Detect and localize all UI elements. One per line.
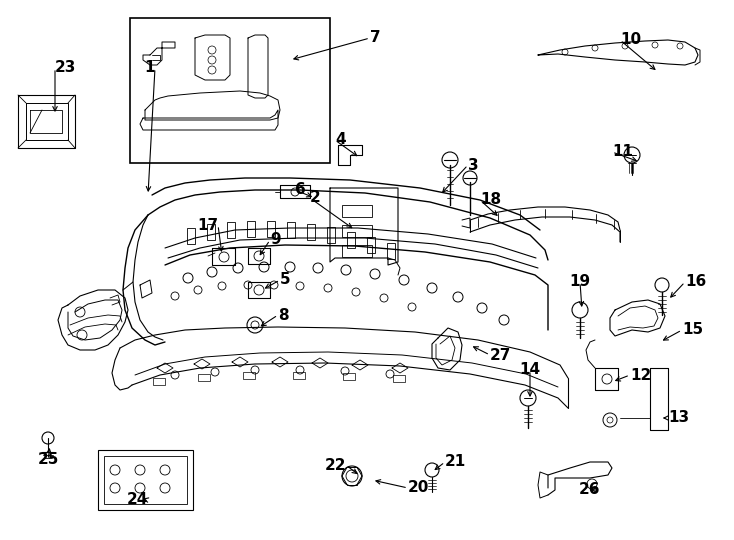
Text: 26: 26 bbox=[578, 483, 600, 497]
Text: 4: 4 bbox=[335, 132, 346, 147]
Bar bbox=[342, 205, 372, 217]
Bar bbox=[198, 374, 210, 381]
Text: 17: 17 bbox=[197, 218, 218, 233]
Bar bbox=[287, 222, 295, 238]
Bar bbox=[130, 18, 330, 163]
Bar bbox=[153, 378, 165, 385]
Text: 23: 23 bbox=[55, 60, 76, 76]
Text: 1: 1 bbox=[145, 60, 155, 76]
Bar bbox=[343, 373, 355, 380]
Bar bbox=[327, 227, 335, 243]
Bar bbox=[98, 450, 193, 510]
Bar bbox=[342, 225, 372, 237]
Bar bbox=[243, 372, 255, 379]
Text: 2: 2 bbox=[310, 191, 321, 206]
Bar bbox=[247, 221, 255, 237]
Text: 7: 7 bbox=[370, 30, 381, 45]
Bar bbox=[104, 456, 187, 504]
Text: 11: 11 bbox=[612, 145, 633, 159]
Text: 12: 12 bbox=[630, 368, 651, 382]
Text: 21: 21 bbox=[445, 455, 466, 469]
Text: 3: 3 bbox=[468, 158, 479, 172]
Text: 15: 15 bbox=[682, 322, 703, 338]
Bar bbox=[387, 243, 395, 259]
Text: 16: 16 bbox=[685, 274, 706, 289]
Bar bbox=[227, 222, 235, 238]
Text: 24: 24 bbox=[127, 492, 148, 508]
Bar bbox=[307, 224, 315, 240]
Bar bbox=[367, 237, 375, 253]
Text: 10: 10 bbox=[620, 32, 641, 48]
Bar bbox=[293, 372, 305, 379]
Text: 18: 18 bbox=[480, 192, 501, 207]
Text: 5: 5 bbox=[280, 273, 291, 287]
Text: 13: 13 bbox=[668, 410, 689, 426]
Text: 9: 9 bbox=[270, 233, 280, 247]
Bar bbox=[342, 245, 372, 257]
Text: 22: 22 bbox=[324, 457, 346, 472]
Bar bbox=[267, 221, 275, 237]
Bar bbox=[393, 375, 405, 382]
Bar bbox=[187, 228, 195, 244]
Text: 25: 25 bbox=[37, 453, 59, 468]
Text: 27: 27 bbox=[490, 348, 512, 362]
Text: 8: 8 bbox=[278, 307, 288, 322]
Bar bbox=[207, 224, 215, 240]
Bar bbox=[347, 232, 355, 248]
Text: 6: 6 bbox=[295, 183, 306, 198]
Text: 20: 20 bbox=[408, 481, 429, 496]
Text: 14: 14 bbox=[520, 362, 540, 377]
Text: 19: 19 bbox=[570, 274, 591, 289]
